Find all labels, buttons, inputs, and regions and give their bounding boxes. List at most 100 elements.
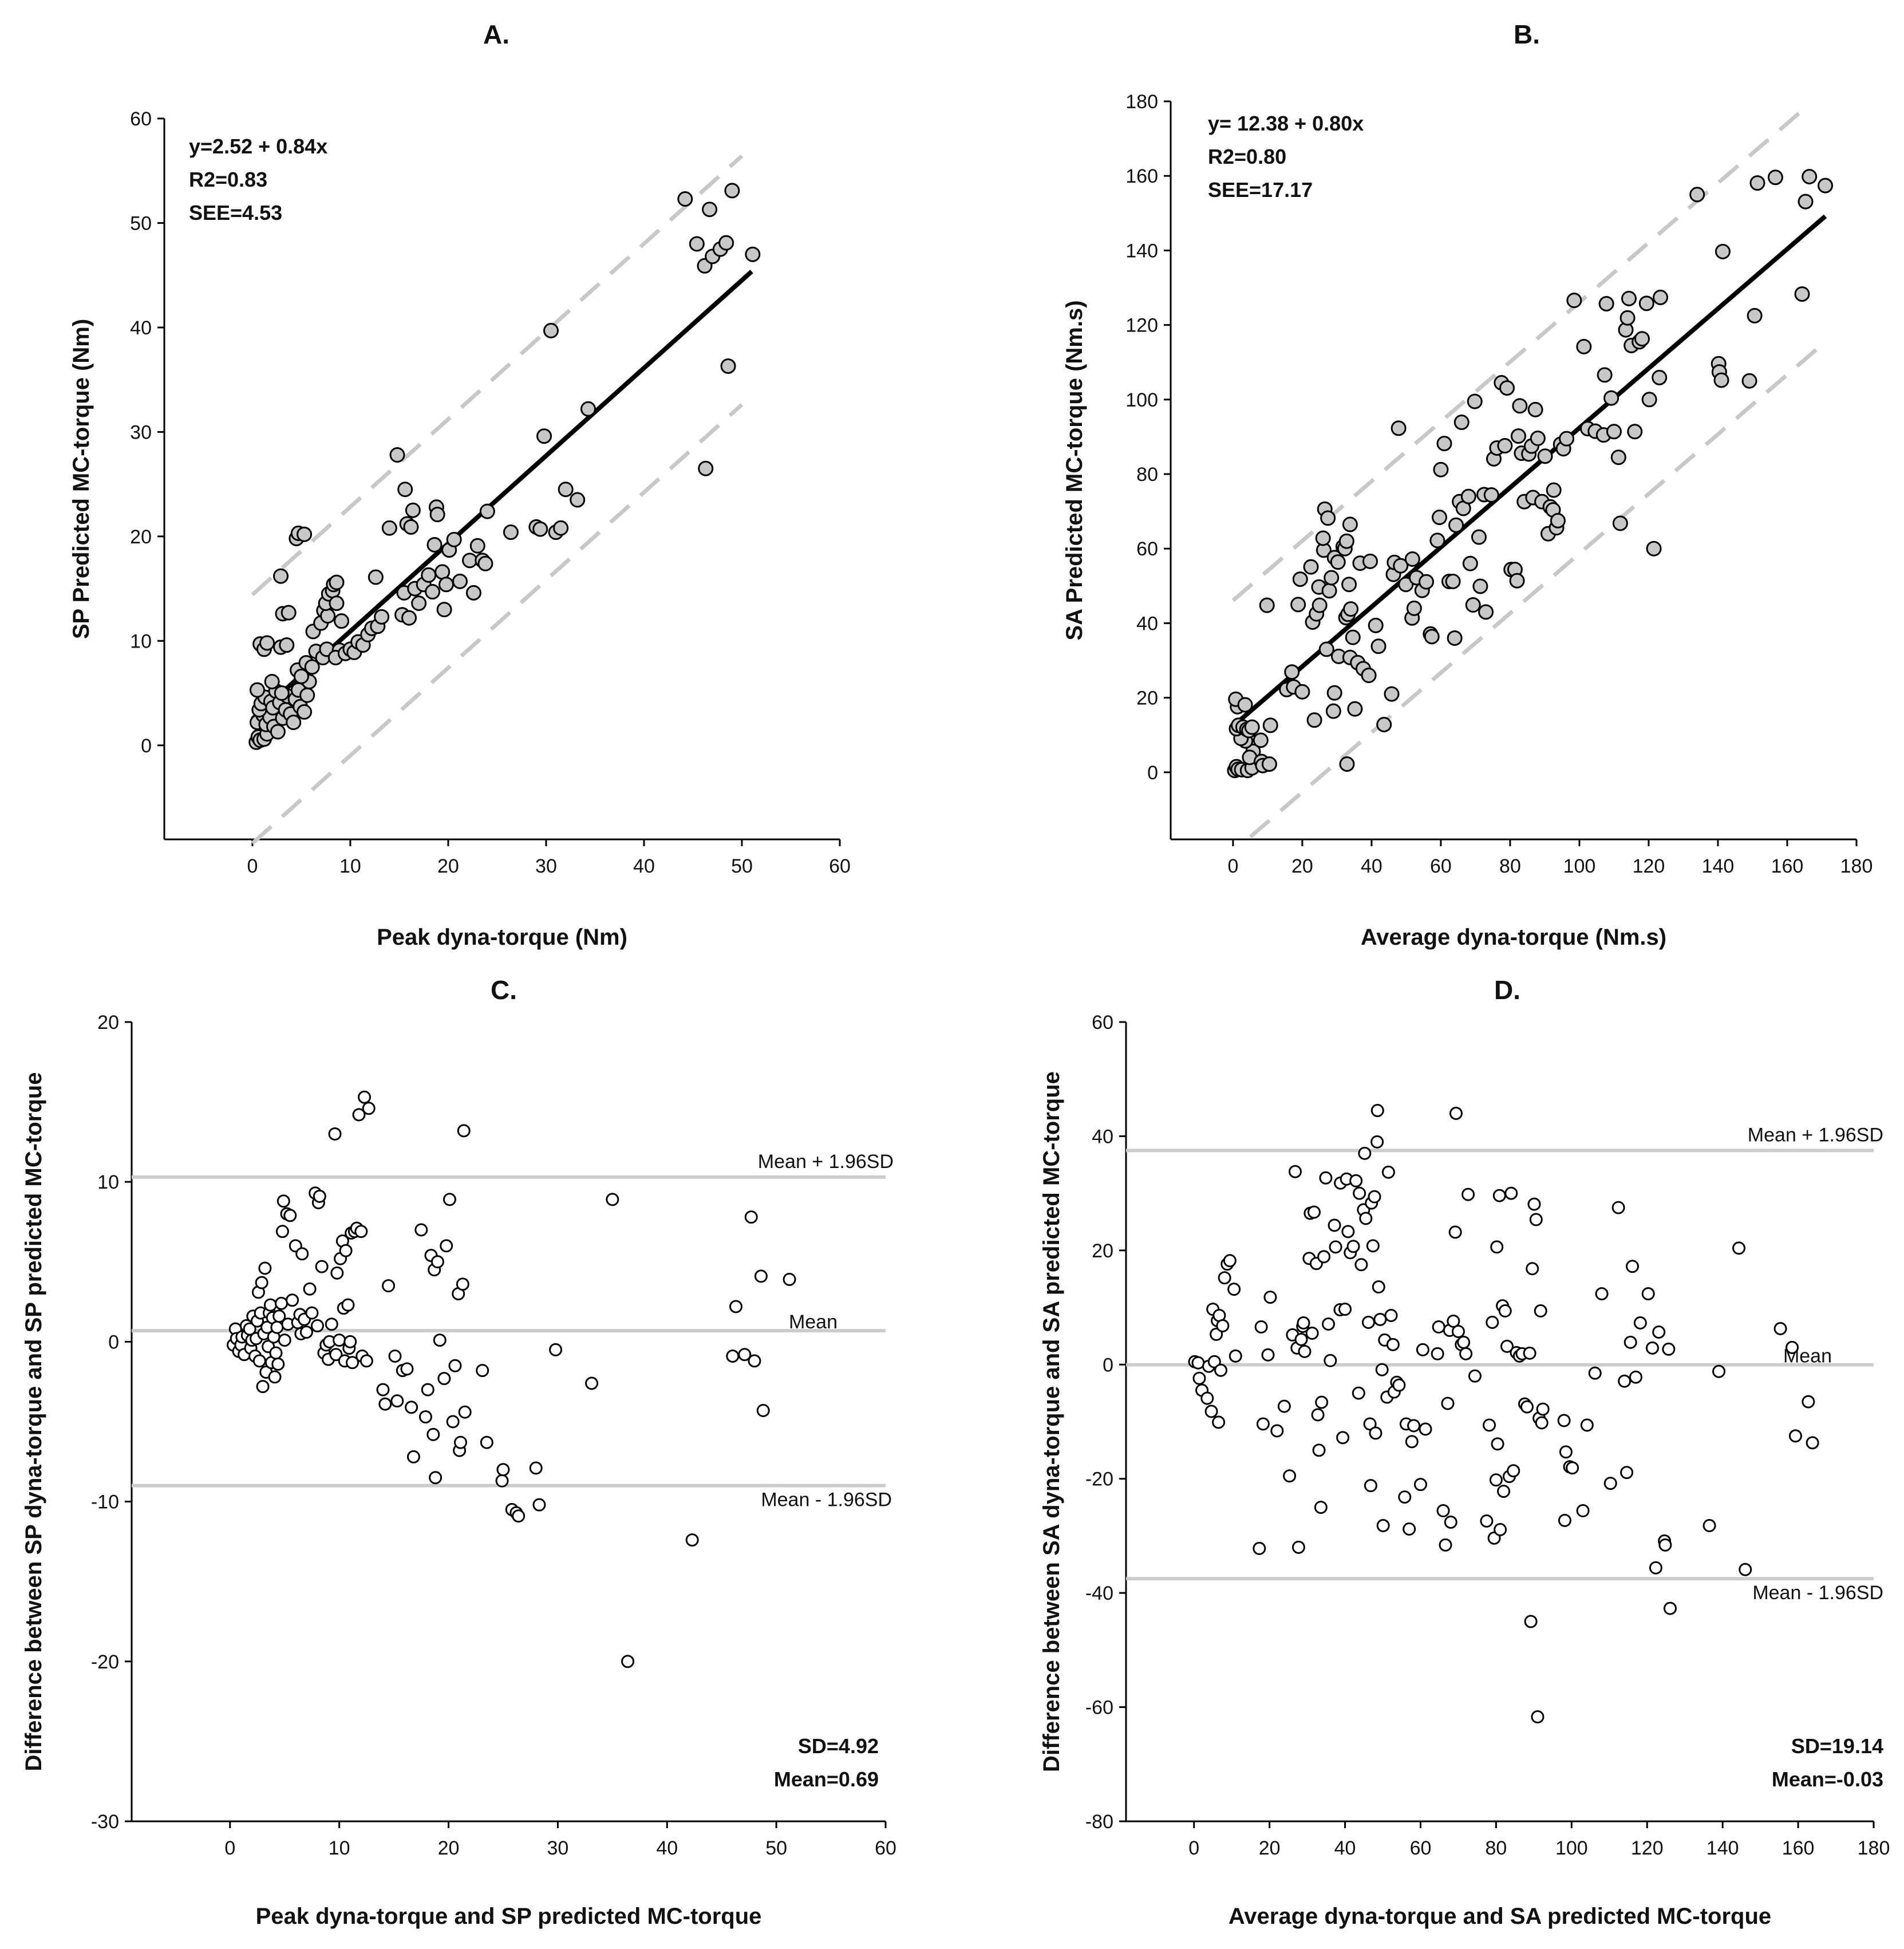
data-point — [543, 322, 559, 338]
data-point — [1398, 577, 1414, 593]
data-point — [281, 605, 297, 621]
data-point — [278, 1333, 291, 1347]
data-point — [1603, 1477, 1617, 1490]
data-point — [1361, 1315, 1375, 1329]
y-tick-label: 60 — [130, 108, 152, 130]
data-point — [1595, 1287, 1609, 1301]
x-tick-label: 20 — [1291, 855, 1313, 877]
data-point — [1527, 401, 1543, 417]
data-point — [1370, 638, 1386, 654]
y-tick-label: 60 — [1136, 538, 1158, 560]
data-point — [1509, 573, 1525, 589]
y-tick-label: 20 — [1136, 688, 1158, 709]
data-point — [1598, 295, 1614, 311]
data-point — [570, 492, 586, 508]
data-point — [1498, 1304, 1512, 1318]
data-point — [1349, 1174, 1363, 1187]
data-point — [1459, 1347, 1473, 1360]
data-point — [1298, 1344, 1312, 1358]
data-point — [1366, 1239, 1380, 1253]
data-point — [621, 1655, 635, 1668]
data-point — [1444, 1515, 1457, 1529]
data-point — [1384, 686, 1400, 702]
data-point — [256, 1380, 270, 1394]
data-point — [1451, 1324, 1465, 1338]
data-point — [1441, 1396, 1455, 1410]
data-point — [1559, 1445, 1573, 1459]
reference-line-label: Mean - 1.96SD — [1752, 1582, 1883, 1604]
x-tick-label: 20 — [437, 855, 459, 877]
data-point — [1413, 1478, 1427, 1492]
data-point — [1330, 554, 1346, 570]
y-axis-label: Difference between SP dyna-torque and SP… — [21, 1072, 46, 1772]
data-point — [1794, 286, 1810, 302]
y-axis-label: Difference between SA dyna-torque and SA… — [1039, 1071, 1064, 1772]
data-point — [1520, 1400, 1534, 1414]
y-tick-label: 30 — [130, 421, 152, 443]
data-point — [1216, 1319, 1230, 1332]
data-point — [1486, 1315, 1499, 1329]
data-point — [1325, 703, 1341, 719]
data-point — [1457, 1335, 1471, 1349]
data-point — [1307, 1205, 1321, 1219]
data-point — [1497, 438, 1513, 454]
data-point — [553, 520, 569, 536]
data-point — [1294, 684, 1310, 700]
data-point — [1200, 1391, 1214, 1405]
data-point — [1359, 1212, 1373, 1225]
data-point — [1557, 1414, 1571, 1427]
data-point — [1645, 1341, 1659, 1355]
data-point — [1504, 1186, 1518, 1200]
data-point — [1192, 1371, 1206, 1385]
data-point — [1558, 1514, 1571, 1528]
data-point — [333, 1333, 346, 1347]
data-point — [454, 1435, 468, 1449]
data-point — [1566, 1461, 1579, 1475]
x-tick-label: 180 — [1858, 1837, 1890, 1859]
data-point — [754, 1269, 768, 1283]
stat-annotation: SEE=17.17 — [1208, 178, 1313, 202]
data-point — [1303, 559, 1319, 575]
data-point — [279, 637, 295, 653]
data-point — [702, 202, 718, 218]
y-tick-label: -60 — [1085, 1697, 1113, 1719]
panel-title: B. — [1514, 19, 1540, 49]
data-point — [448, 1359, 462, 1372]
data-point — [1468, 1369, 1482, 1383]
data-point — [1447, 1315, 1460, 1328]
data-point — [1741, 373, 1757, 389]
y-tick-label: 0 — [108, 1331, 119, 1353]
data-point — [1403, 1522, 1416, 1536]
data-point — [1806, 1436, 1819, 1450]
data-point — [1284, 664, 1300, 680]
y-tick-label: 0 — [141, 735, 152, 757]
data-point — [1629, 1370, 1642, 1384]
data-point — [452, 573, 468, 589]
data-point — [1306, 712, 1322, 728]
data-point — [458, 1405, 472, 1419]
data-point — [745, 246, 761, 262]
data-point — [1638, 295, 1654, 311]
data-point — [1346, 1240, 1360, 1253]
data-point — [748, 1354, 761, 1368]
data-point — [1406, 600, 1422, 616]
data-point — [1416, 1343, 1429, 1356]
data-point — [1497, 1485, 1511, 1498]
data-point — [1358, 1146, 1372, 1160]
data-point — [1431, 1347, 1444, 1360]
x-axis-label: Peak dyna-torque and SP predicted MC-tor… — [256, 1904, 762, 1929]
y-tick-label: -20 — [1085, 1469, 1113, 1490]
data-point — [1576, 338, 1592, 354]
data-point — [283, 1209, 297, 1222]
data-point — [1715, 243, 1731, 259]
data-point — [1312, 1443, 1326, 1457]
data-point — [1767, 169, 1783, 186]
data-point — [1524, 1615, 1538, 1628]
data-point — [1612, 515, 1628, 531]
data-point — [1429, 532, 1445, 549]
data-point — [1342, 516, 1358, 532]
data-point — [297, 704, 313, 720]
data-point — [446, 531, 462, 547]
data-point — [1491, 1437, 1504, 1451]
